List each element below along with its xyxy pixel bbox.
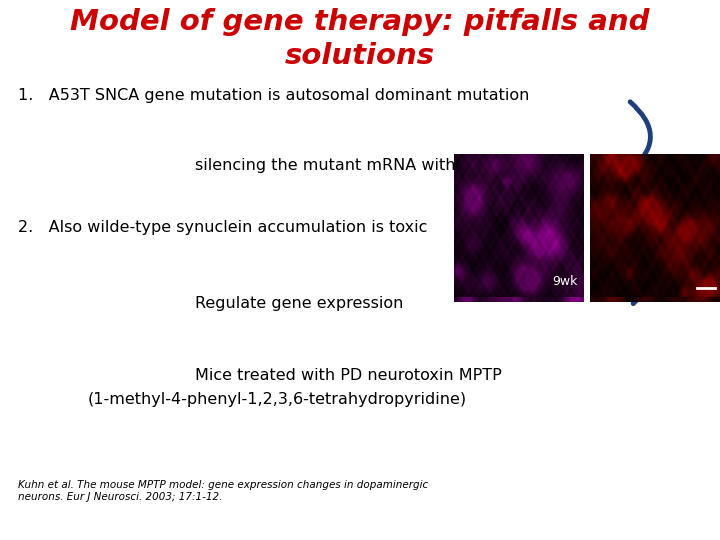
Text: SNCA: SNCA [459, 165, 497, 178]
FancyArrowPatch shape [630, 102, 650, 167]
Text: Mice treated with PD neurotoxin MPTP: Mice treated with PD neurotoxin MPTP [195, 368, 502, 383]
FancyArrowPatch shape [630, 234, 652, 303]
Text: silencing the mutant mRNA with shRNA: silencing the mutant mRNA with shRNA [195, 158, 513, 173]
Text: (1-methyl-4-phenyl-1,2,3,6-tetrahydropyridine): (1-methyl-4-phenyl-1,2,3,6-tetrahydropyr… [88, 392, 467, 407]
Text: 4wk: 4wk [553, 281, 578, 294]
Text: solutions: solutions [285, 42, 435, 70]
Text: Kuhn et al. The mouse MPTP model: gene expression changes in dopaminergic
neuron: Kuhn et al. The mouse MPTP model: gene e… [18, 480, 428, 502]
Text: Regulate gene expression: Regulate gene expression [195, 296, 403, 311]
Text: 1.   A53T SNCA gene mutation is autosomal dominant mutation: 1. A53T SNCA gene mutation is autosomal … [18, 88, 529, 103]
Text: TH: TH [595, 165, 615, 178]
Text: 9wk: 9wk [553, 275, 578, 288]
Text: Model of gene therapy: pitfalls and: Model of gene therapy: pitfalls and [71, 8, 649, 36]
Text: 2.   Also wilde-type synuclein accumulation is toxic: 2. Also wilde-type synuclein accumulatio… [18, 220, 428, 235]
